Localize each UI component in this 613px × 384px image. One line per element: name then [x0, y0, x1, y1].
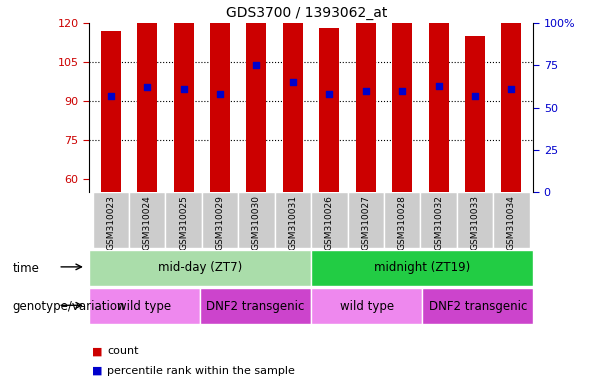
FancyBboxPatch shape [238, 192, 275, 248]
Point [397, 88, 407, 94]
Point [506, 86, 516, 92]
Text: wild type: wild type [117, 300, 172, 313]
FancyBboxPatch shape [348, 192, 384, 248]
Bar [137, 0, 157, 192]
Text: time: time [12, 262, 39, 275]
Text: GSM310023: GSM310023 [106, 195, 115, 250]
FancyBboxPatch shape [129, 192, 166, 248]
FancyBboxPatch shape [202, 192, 238, 248]
Point [433, 83, 443, 89]
FancyBboxPatch shape [493, 192, 530, 248]
FancyBboxPatch shape [89, 288, 200, 324]
Text: midnight (ZT19): midnight (ZT19) [374, 262, 470, 274]
Bar [319, 28, 340, 192]
Bar [392, 10, 412, 192]
Text: GSM310029: GSM310029 [216, 195, 224, 250]
Text: GSM310028: GSM310028 [398, 195, 406, 250]
Bar [283, 0, 303, 192]
FancyBboxPatch shape [93, 192, 129, 248]
FancyBboxPatch shape [200, 288, 311, 324]
Bar [101, 31, 121, 192]
Bar [356, 5, 376, 192]
Point [251, 62, 261, 68]
Point [470, 93, 480, 99]
Text: mid-day (ZT7): mid-day (ZT7) [158, 262, 242, 274]
Bar [246, 0, 267, 192]
Point [215, 91, 225, 97]
Text: GSM310026: GSM310026 [325, 195, 334, 250]
Text: GSM310033: GSM310033 [471, 195, 479, 250]
Bar [210, 23, 230, 192]
Text: wild type: wild type [340, 300, 394, 313]
Point [142, 84, 152, 90]
Point [106, 93, 116, 99]
FancyBboxPatch shape [166, 192, 202, 248]
Point [288, 79, 298, 85]
Text: ■: ■ [92, 366, 102, 376]
Bar [173, 0, 194, 192]
FancyBboxPatch shape [421, 192, 457, 248]
FancyBboxPatch shape [311, 192, 348, 248]
FancyBboxPatch shape [457, 192, 493, 248]
Text: GSM310024: GSM310024 [143, 195, 151, 250]
Text: ■: ■ [92, 346, 102, 356]
Point [361, 88, 371, 94]
Text: GSM310027: GSM310027 [361, 195, 370, 250]
Text: percentile rank within the sample: percentile rank within the sample [107, 366, 295, 376]
Text: DNF2 transgenic: DNF2 transgenic [207, 300, 305, 313]
Bar [501, 7, 522, 192]
Text: GSM310034: GSM310034 [507, 195, 516, 250]
Text: GSM310032: GSM310032 [434, 195, 443, 250]
Text: count: count [107, 346, 139, 356]
FancyBboxPatch shape [311, 250, 533, 286]
FancyBboxPatch shape [384, 192, 421, 248]
Text: GSM310025: GSM310025 [179, 195, 188, 250]
Bar [465, 36, 485, 192]
FancyBboxPatch shape [311, 288, 422, 324]
FancyBboxPatch shape [89, 250, 311, 286]
Text: GSM310030: GSM310030 [252, 195, 261, 250]
Text: GSM310031: GSM310031 [288, 195, 297, 250]
Point [324, 91, 334, 97]
FancyBboxPatch shape [275, 192, 311, 248]
FancyBboxPatch shape [422, 288, 533, 324]
Text: GDS3700 / 1393062_at: GDS3700 / 1393062_at [226, 6, 387, 20]
Bar [428, 0, 449, 192]
Point [179, 86, 189, 92]
Text: genotype/variation: genotype/variation [12, 300, 125, 313]
Text: DNF2 transgenic: DNF2 transgenic [428, 300, 527, 313]
